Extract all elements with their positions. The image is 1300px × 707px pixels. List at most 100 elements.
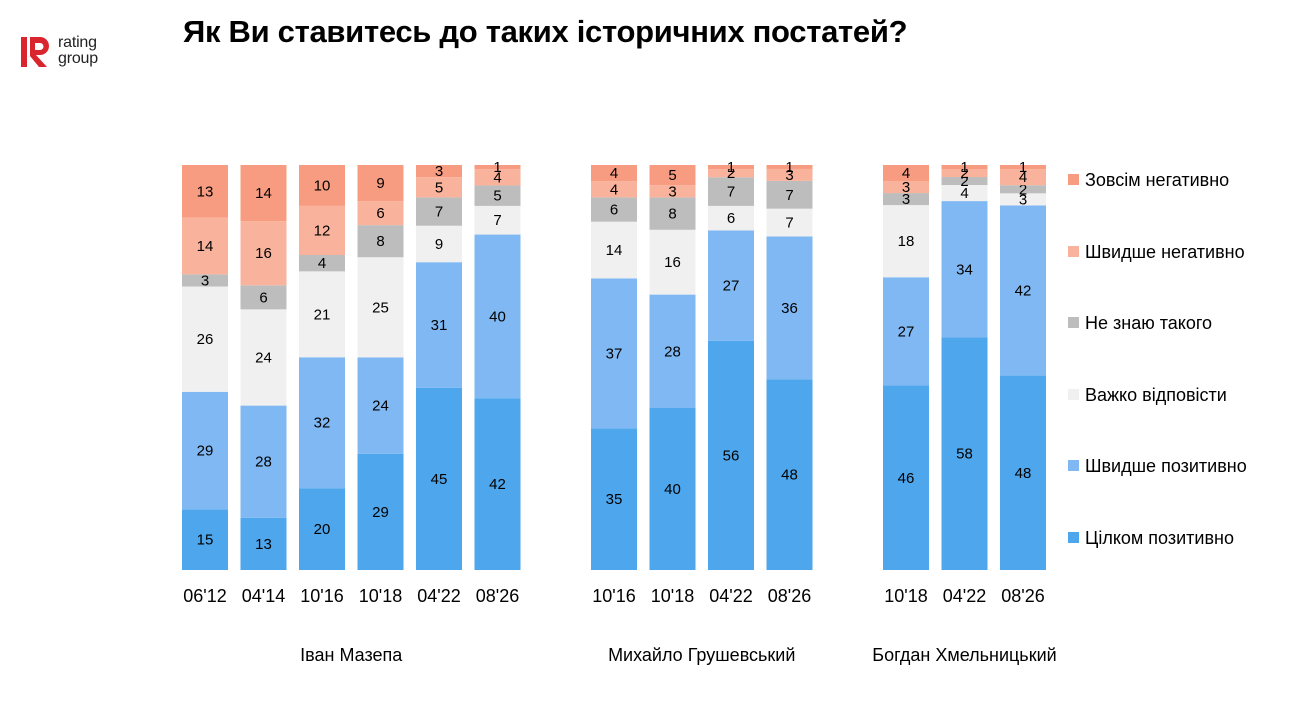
data-label: 3 <box>785 167 793 184</box>
data-label: 15 <box>197 532 214 549</box>
data-label: 2 <box>1019 181 1027 198</box>
x-tick-label: 06'12 <box>183 586 226 606</box>
data-label: 6 <box>727 210 735 227</box>
bar-segment <box>649 197 696 230</box>
bar-segment <box>416 262 462 388</box>
data-label: 4 <box>493 169 501 186</box>
bar-segment <box>1000 165 1046 170</box>
data-label: 4 <box>902 165 910 182</box>
bar-segment <box>299 205 345 255</box>
group-label: Богдан Хмельницький <box>872 645 1056 665</box>
bar-segment <box>941 337 988 570</box>
bar-segment <box>708 177 754 206</box>
bar-segment <box>240 517 287 570</box>
data-label: 3 <box>435 163 443 180</box>
bar-segment <box>591 181 637 198</box>
bar-segment <box>708 205 754 231</box>
data-label: 37 <box>606 345 623 362</box>
x-tick-label: 10'18 <box>884 586 927 606</box>
bar-segment <box>941 169 988 178</box>
bar-segment <box>883 193 929 206</box>
legend-label: Не знаю такого <box>1085 313 1213 334</box>
page-title: Як Ви ставитесь до таких історичних пост… <box>183 14 908 49</box>
data-label: 2 <box>960 165 968 182</box>
bar-segment <box>240 405 287 518</box>
data-label: 24 <box>372 398 389 415</box>
bar-segment <box>708 340 754 570</box>
bar-segment <box>240 221 287 286</box>
x-tick-label: 08'26 <box>1001 586 1044 606</box>
bar-segment <box>708 165 754 170</box>
bar-segment <box>299 357 345 489</box>
bar-segment <box>1000 185 1046 194</box>
x-tick-label: 10'16 <box>300 586 343 606</box>
bar-segment <box>591 197 637 222</box>
data-label: 6 <box>376 205 384 222</box>
data-label: 26 <box>197 331 214 348</box>
x-tick-label: 08'26 <box>476 586 519 606</box>
bar-segment <box>240 165 287 222</box>
legend-label: Зовсім негативно <box>1085 170 1230 190</box>
data-label: 40 <box>664 481 681 498</box>
x-tick-label: 10'16 <box>592 586 635 606</box>
data-label: 14 <box>197 238 214 255</box>
legend-swatch <box>1068 174 1079 185</box>
bar-segment <box>591 278 637 429</box>
bar-segment <box>591 165 637 182</box>
x-tick-label: 08'26 <box>768 586 811 606</box>
bar-segment <box>357 453 404 570</box>
data-label: 5 <box>493 188 501 205</box>
data-label: 34 <box>956 261 973 278</box>
bar-segment <box>182 165 228 218</box>
rating-group-logo: rating group <box>20 34 120 70</box>
data-label: 58 <box>956 446 973 463</box>
bar-segment <box>591 428 637 570</box>
data-label: 4 <box>610 181 618 198</box>
data-label: 7 <box>785 187 793 204</box>
data-label: 1 <box>727 159 735 176</box>
bar-segment <box>708 169 754 178</box>
data-label: 42 <box>1015 283 1032 300</box>
rating-logo-icon <box>21 37 49 67</box>
data-label: 31 <box>431 317 448 334</box>
data-label: 4 <box>1019 169 1027 186</box>
legend-label: Важко відповісти <box>1085 384 1227 405</box>
bar-segment <box>357 257 404 358</box>
data-label: 25 <box>372 299 389 316</box>
data-label: 36 <box>781 300 798 317</box>
bar-segment <box>357 225 404 258</box>
group-label: Михайло Грушевський <box>608 645 795 665</box>
legend-swatch <box>1068 245 1079 257</box>
x-tick-label: 04'22 <box>943 586 986 606</box>
bar-segment <box>649 185 696 198</box>
legend-label: Швидше негативно <box>1085 241 1245 262</box>
bar-segment <box>649 165 696 186</box>
bar-segment <box>357 165 404 202</box>
data-label: 16 <box>255 245 272 262</box>
bar-segment <box>474 234 521 399</box>
bar-segment <box>299 271 345 358</box>
data-label: 13 <box>255 536 272 553</box>
data-label: 3 <box>201 272 209 289</box>
data-label: 45 <box>431 471 448 488</box>
data-label: 27 <box>898 323 915 340</box>
bar-segment <box>649 294 696 408</box>
data-label: 28 <box>664 343 681 360</box>
bar-segment <box>1000 193 1046 206</box>
bar-segment <box>766 236 813 380</box>
bar-segment <box>1000 205 1046 376</box>
data-label: 35 <box>606 491 623 508</box>
data-label: 27 <box>723 278 740 295</box>
logo-word-rating: rating <box>58 34 97 51</box>
data-label: 14 <box>606 242 623 259</box>
legend-swatch <box>1068 317 1079 329</box>
data-label: 5 <box>435 179 443 196</box>
data-label: 46 <box>898 470 915 487</box>
bar-segment <box>766 165 813 169</box>
data-label: 24 <box>255 349 272 366</box>
bar-segment <box>299 488 345 570</box>
data-label: 7 <box>435 204 443 221</box>
bar-segment <box>1000 375 1046 570</box>
bar-segment <box>240 309 287 406</box>
data-label: 7 <box>727 184 735 201</box>
